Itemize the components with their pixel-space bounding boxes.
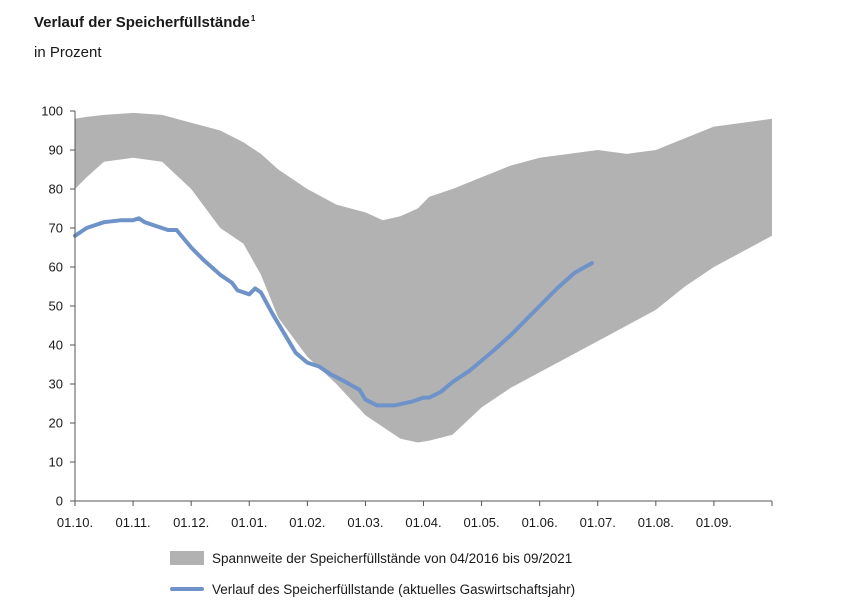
y-tick-label: 10	[49, 455, 63, 470]
x-tick-label: 01.12.	[173, 515, 209, 530]
x-tick-label: 01.05.	[464, 515, 500, 530]
x-tick-label: 01.02.	[289, 515, 325, 530]
chart-title: Verlauf der Speicherfüllstände1	[34, 14, 256, 31]
x-tick-label: 01.08.	[638, 515, 674, 530]
chart-legend: Spannweite der Speicherfüllstände von 04…	[170, 546, 575, 608]
y-tick-label: 30	[49, 377, 63, 392]
legend-swatch-line	[170, 587, 204, 591]
y-tick-label: 50	[49, 299, 63, 314]
x-tick-label: 01.07.	[580, 515, 616, 530]
y-tick-label: 0	[56, 494, 63, 509]
x-tick-label: 01.01.	[231, 515, 267, 530]
y-tick-label: 40	[49, 338, 63, 353]
x-tick-label: 01.04.	[405, 515, 441, 530]
legend-item-band: Spannweite der Speicherfüllstände von 04…	[170, 546, 575, 570]
legend-item-line: Verlauf des Speicherfüllstande (aktuelle…	[170, 577, 575, 601]
y-tick-label: 20	[49, 416, 63, 431]
legend-label-line: Verlauf des Speicherfüllstande (aktuelle…	[212, 581, 576, 597]
y-tick-label: 100	[41, 104, 63, 119]
x-tick-label: 01.11.	[115, 515, 150, 530]
x-tick-label: 01.03.	[347, 515, 383, 530]
x-axis-ticks: 01.10. 01.11. 01.12. 01.01. 01.02. 01.03. 01.0…	[57, 501, 773, 530]
y-tick-label: 70	[49, 221, 63, 236]
x-tick-label: 01.09.	[696, 515, 732, 530]
range-band-area	[75, 112, 772, 443]
y-tick-label: 90	[49, 143, 63, 158]
x-tick-label: 01.10.	[57, 515, 93, 530]
y-axis-ticks: 0 10 20 30 40 50 60 70 80 90 100	[41, 104, 75, 509]
y-tick-label: 60	[49, 260, 63, 275]
legend-label-band: Spannweite der Speicherfüllstände von 04…	[212, 550, 573, 566]
title-footnote: 1	[250, 14, 256, 23]
chart-subtitle: in Prozent	[34, 44, 102, 61]
x-tick-label: 01.06.	[522, 515, 558, 530]
current-year-line	[73, 216, 594, 408]
y-tick-label: 80	[49, 182, 63, 197]
legend-swatch-band	[170, 551, 204, 565]
